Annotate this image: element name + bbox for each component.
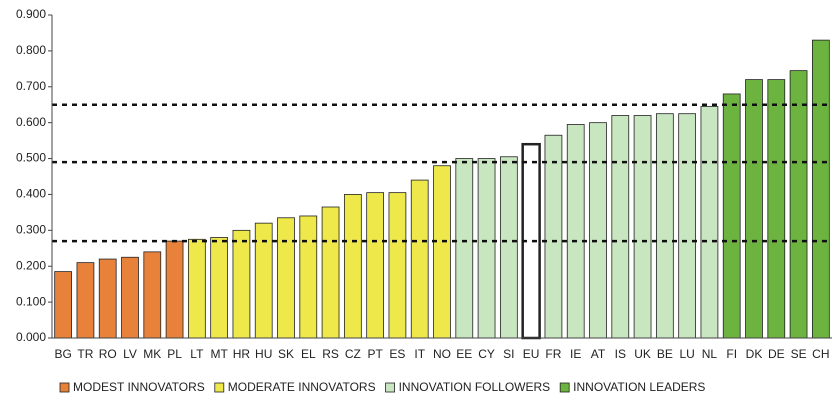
bar	[455, 158, 474, 339]
legend-swatch	[59, 382, 70, 393]
x-tick-label: DK	[746, 347, 763, 361]
x-tick-label: RO	[99, 347, 117, 361]
legend-swatch	[214, 382, 225, 393]
x-tick-label: TR	[77, 347, 93, 361]
bar	[566, 124, 585, 339]
bar	[633, 115, 652, 339]
bar	[343, 194, 362, 339]
x-tick-label: LU	[679, 347, 694, 361]
x-tick-label: LT	[190, 347, 204, 361]
bar	[210, 237, 229, 339]
bar	[187, 238, 206, 339]
x-tick-label: IS	[615, 347, 626, 361]
x-tick-label: IT	[414, 347, 425, 361]
y-tick-label: 0.400	[16, 187, 46, 201]
x-tick-label: EL	[301, 347, 316, 361]
bar	[433, 165, 451, 339]
bar	[544, 134, 563, 339]
bar	[232, 229, 251, 339]
bar	[388, 192, 407, 339]
bar	[54, 271, 73, 339]
legend-label: MODEST INNOVATORS	[73, 380, 205, 394]
x-tick-label: EU	[523, 347, 540, 361]
bar	[811, 39, 830, 339]
legend-label: INNOVATION LEADERS	[573, 380, 705, 394]
bar	[410, 179, 429, 339]
bar	[76, 262, 95, 339]
bar	[165, 240, 184, 339]
x-tick-label: LV	[123, 347, 137, 361]
bar	[98, 258, 117, 339]
x-tick-label: IE	[570, 347, 581, 361]
bar	[299, 215, 318, 339]
x-tick-label: UK	[634, 347, 651, 361]
bar	[477, 158, 496, 339]
x-tick-label: MT	[210, 347, 228, 361]
y-tick-label: 0.000	[16, 330, 46, 344]
bar	[366, 192, 385, 339]
legend-label: MODERATE INNOVATORS	[228, 380, 376, 394]
x-tick-label: EE	[456, 347, 472, 361]
bar	[589, 122, 607, 339]
y-tick-label: 0.500	[16, 151, 46, 165]
bar	[745, 79, 763, 339]
legend-swatch	[385, 382, 395, 393]
x-tick-label: PT	[367, 347, 383, 361]
x-tick-label: SK	[278, 347, 294, 361]
x-tick-label: AT	[591, 347, 606, 361]
legend-swatch	[559, 382, 570, 393]
y-tick-label: 0.900	[16, 7, 46, 21]
x-tick-label: PL	[167, 347, 182, 361]
x-tick-label: CH	[812, 347, 829, 361]
bar	[143, 251, 162, 339]
x-tick-label: RS	[322, 347, 339, 361]
x-tick-label: HR	[233, 347, 251, 361]
x-tick-label: SI	[503, 347, 514, 361]
bar	[499, 156, 518, 339]
x-tick-label: NL	[702, 347, 718, 361]
bar	[611, 115, 630, 339]
x-tick-label: FI	[726, 347, 737, 361]
x-tick-label: BG	[54, 347, 71, 361]
bar	[678, 113, 697, 339]
x-tick-label: NO	[433, 347, 451, 361]
bar	[789, 70, 808, 339]
bar	[277, 217, 295, 339]
x-tick-label: MK	[143, 347, 161, 361]
y-tick-label: 0.700	[16, 79, 46, 93]
bar	[655, 113, 674, 339]
bar	[767, 79, 786, 339]
bar	[700, 106, 719, 339]
x-tick-label: SE	[791, 347, 807, 361]
legend-label: INNOVATION FOLLOWERS	[399, 380, 551, 394]
bar	[321, 206, 340, 339]
x-tick-label: CZ	[345, 347, 361, 361]
bar	[722, 93, 741, 339]
y-tick-label: 0.300	[16, 223, 46, 237]
y-tick-label: 0.600	[16, 115, 46, 129]
x-tick-label: ES	[389, 347, 405, 361]
x-tick-label: HU	[255, 347, 272, 361]
x-tick-label: DE	[768, 347, 785, 361]
y-tick-label: 0.200	[16, 258, 46, 272]
x-tick-label: BE	[657, 347, 673, 361]
y-tick-label: 0.100	[16, 294, 46, 308]
x-tick-label: CY	[478, 347, 495, 361]
x-tick-label: FR	[545, 347, 561, 361]
bar	[121, 256, 139, 339]
y-tick-label: 0.800	[16, 43, 46, 57]
